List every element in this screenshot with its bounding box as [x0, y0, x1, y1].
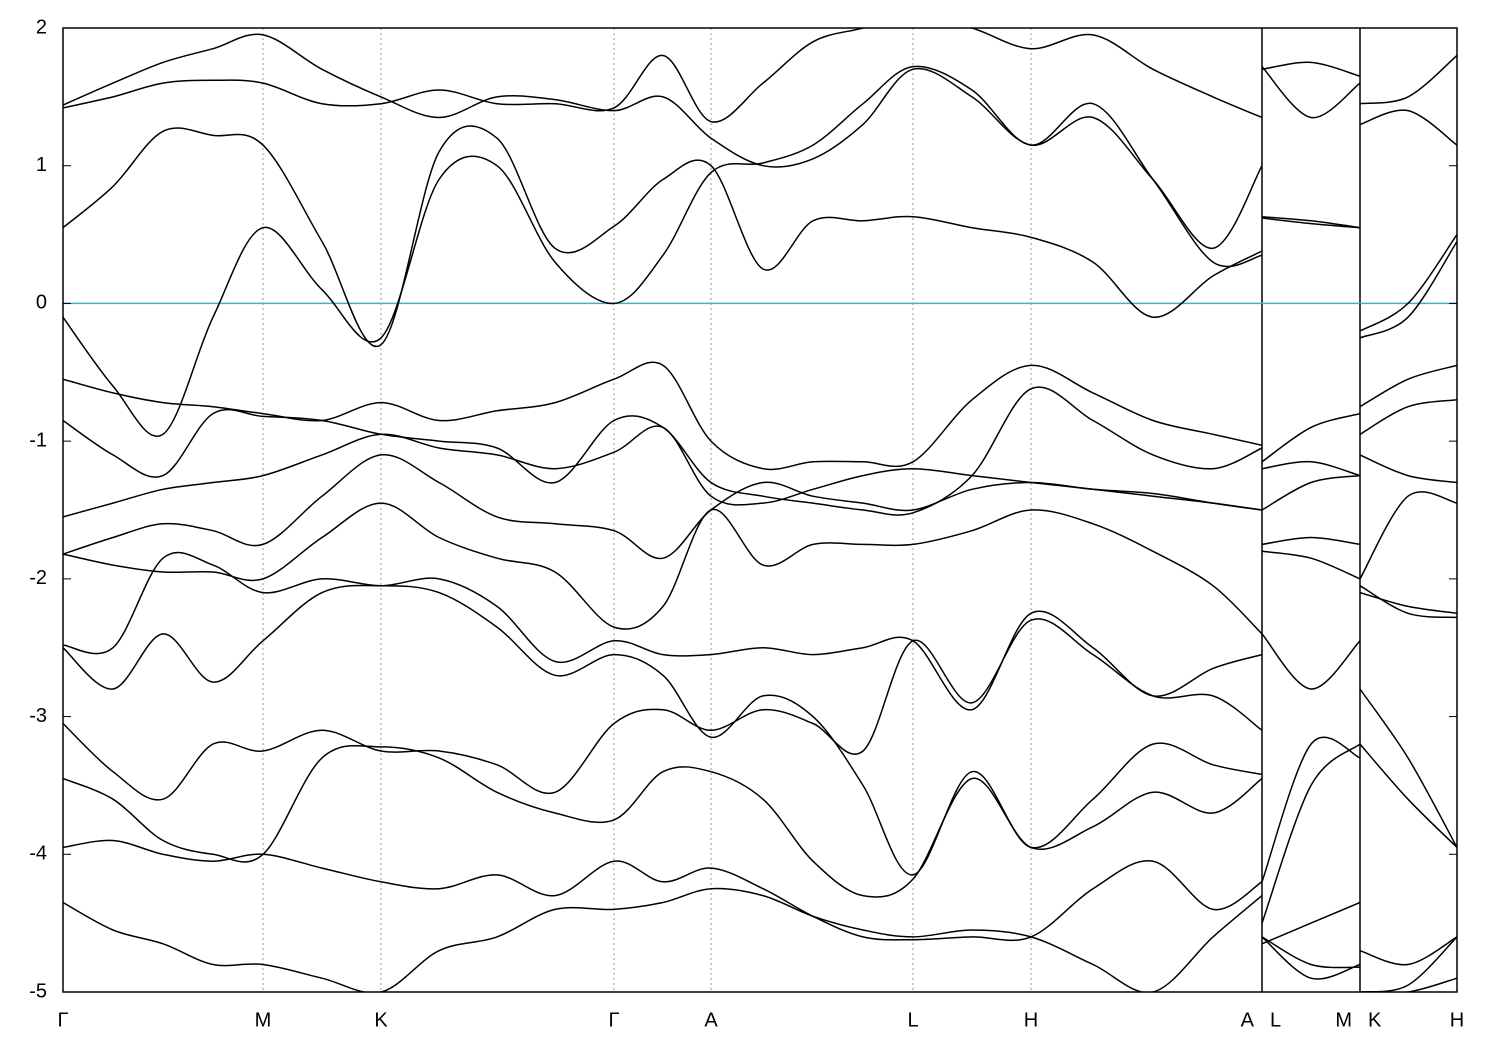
band-line: [63, 125, 1457, 348]
x-tick-label: M: [1335, 1009, 1352, 1031]
x-tick-label: K: [1368, 1009, 1382, 1031]
band-line: [63, 887, 1457, 992]
band-line: [63, 361, 1457, 471]
x-tick-label: L: [1270, 1009, 1281, 1031]
bands: [63, 28, 1457, 992]
y-tick-label: -5: [29, 980, 47, 1002]
x-tick-label: L: [907, 1009, 918, 1031]
band-line: [63, 454, 1457, 580]
x-tick-label: M: [255, 1009, 272, 1031]
band-line: [63, 502, 1457, 635]
band-line: [63, 65, 1457, 437]
y-tick-label: -4: [29, 843, 47, 865]
band-line: [63, 425, 1457, 518]
y-tick-label: -3: [29, 705, 47, 727]
x-tick-label: H: [1450, 1009, 1464, 1031]
grid: [62, 28, 1458, 992]
x-tick-label: H: [1024, 1009, 1038, 1031]
band-line: [63, 744, 1457, 980]
x-tick-label: Γ: [57, 1009, 68, 1031]
x-tick-label: A: [1241, 1009, 1255, 1031]
band-line: [63, 28, 1457, 123]
y-tick-label: -2: [29, 567, 47, 589]
band-line: [63, 618, 1457, 924]
y-tick-label: 0: [36, 292, 47, 314]
band-line: [63, 839, 1457, 992]
plot-frame: [62, 27, 1458, 993]
x-tick-label: Γ: [608, 1009, 619, 1031]
band-line: [63, 33, 1457, 250]
band-line: [63, 551, 1457, 711]
x-tick-label: K: [374, 1009, 388, 1031]
x-tick-label: A: [704, 1009, 718, 1031]
y-tick-label: -1: [29, 429, 47, 451]
y-tick-label: 2: [36, 16, 47, 38]
band-line: [63, 584, 1457, 883]
band-line: [63, 386, 1457, 516]
y-tick-label: 1: [36, 154, 47, 176]
